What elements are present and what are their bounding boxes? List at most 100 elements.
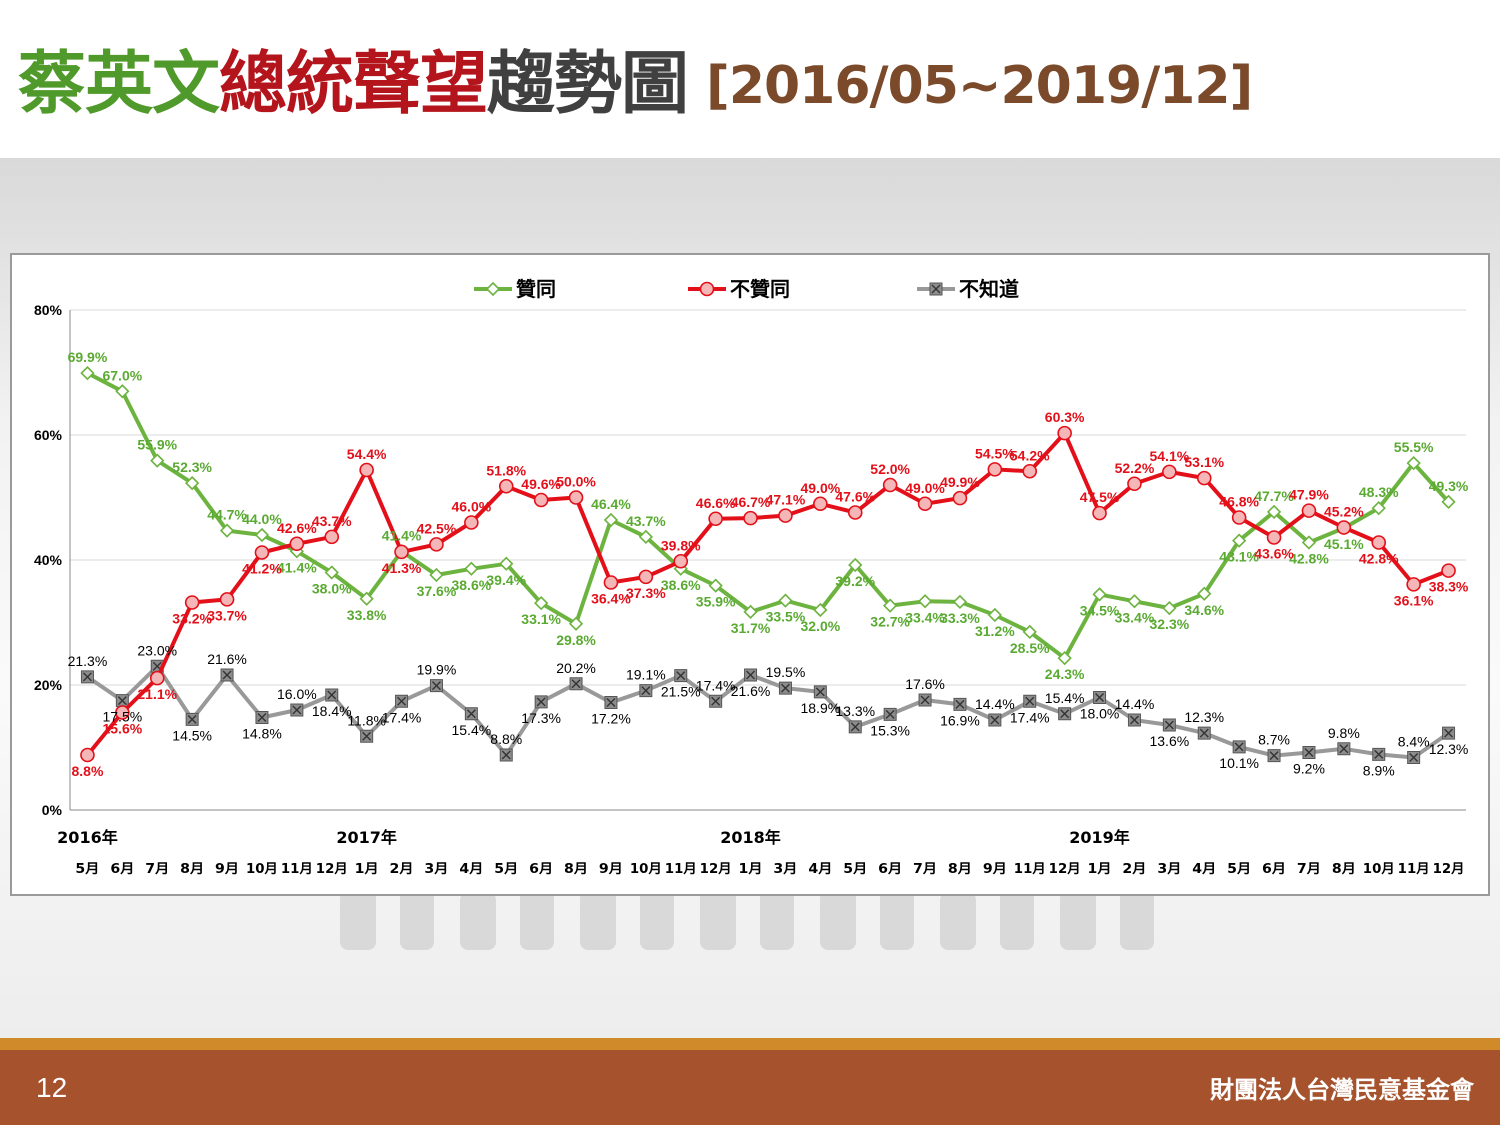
x-tick-label: 5月: [843, 862, 867, 877]
data-point-dont-know-cross: [815, 687, 825, 697]
data-label-approve: 31.2%: [975, 623, 1015, 639]
data-label-dont-know: 12.3%: [1429, 741, 1469, 757]
data-point-disapprove: [778, 508, 793, 523]
data-point-approve: [1371, 500, 1386, 516]
data-label-dont-know: 18.0%: [1080, 706, 1120, 722]
data-label-dont-know: 21.6%: [207, 651, 247, 667]
series-line-approve: [86, 371, 1450, 661]
x-tick-label: 1月: [739, 862, 763, 877]
chart-panel: 0% 20% 40% 60% 80% 5月 6月 7月 8月 9月 10月 11月 12月 1月 2月 3月 4…: [10, 253, 1490, 896]
data-point-approve: [778, 593, 793, 608]
data-label-dont-know: 17.2%: [591, 711, 631, 727]
data-label-disapprove: 49.6%: [521, 476, 561, 492]
data-point-dont-know-cross: [82, 672, 92, 682]
data-point-dont-know-cross: [1129, 715, 1139, 725]
legend-label: 不贊同: [730, 277, 790, 301]
data-point-dont-know-cross: [1234, 742, 1244, 752]
data-label-disapprove: 39.8%: [661, 537, 701, 553]
data-label-dont-know: 13.3%: [835, 703, 875, 719]
data-point-dont-know: [534, 695, 548, 709]
x-tick-label: 6月: [878, 862, 902, 877]
data-label-disapprove: 33.7%: [207, 607, 247, 623]
data-point-dont-know: [988, 713, 1002, 727]
data-point-dont-know-cross: [1164, 720, 1174, 730]
data-label-disapprove: 15.6%: [102, 721, 142, 737]
data-label-dont-know: 9.8%: [1328, 725, 1360, 741]
data-point-approve: [1197, 586, 1212, 601]
data-label-disapprove: 8.8%: [71, 763, 103, 779]
data-point-approve: [813, 602, 828, 618]
data-point-approve: [743, 604, 758, 620]
y-tick-label: 40%: [34, 552, 63, 568]
data-label-dont-know: 14.5%: [172, 727, 212, 743]
data-point-disapprove: [952, 490, 968, 506]
data-point-dont-know-cross: [1374, 749, 1384, 759]
data-point-approve: [185, 475, 200, 491]
data-label-approve: 47.7%: [1254, 488, 1294, 504]
data-label-approve: 48.3%: [1359, 484, 1399, 500]
x-tick-label: 11月: [281, 862, 313, 877]
data-point-dont-know: [1023, 694, 1037, 708]
data-label-approve: 31.7%: [731, 620, 771, 636]
data-point-approve: [534, 595, 549, 611]
x-tick-label: 1月: [1088, 862, 1112, 877]
data-point-disapprove: [219, 592, 235, 607]
data-label-dont-know: 14.4%: [975, 696, 1015, 712]
data-point-disapprove: [708, 511, 723, 527]
x-tick-label: 3月: [773, 862, 797, 877]
data-label-approve: 52.3%: [172, 459, 212, 475]
data-label-disapprove: 60.3%: [1045, 409, 1085, 425]
page-number: 12: [36, 1072, 68, 1103]
data-label-dont-know: 15.4%: [1045, 690, 1085, 706]
data-point-dont-know: [1372, 747, 1386, 761]
data-label-disapprove: 21.1%: [137, 686, 177, 702]
data-point-approve: [603, 512, 619, 528]
data-label-approve: 34.6%: [1184, 602, 1224, 618]
data-point-disapprove: [1092, 505, 1107, 521]
data-label-dont-know: 13.6%: [1149, 733, 1189, 749]
data-point-disapprove: [1406, 577, 1421, 592]
data-label-approve: 33.4%: [1115, 609, 1155, 625]
page-title: 蔡英文總統聲望趨勢圖 [2016/05~2019/12]: [18, 40, 1253, 131]
data-label-dont-know: 12.3%: [1184, 709, 1224, 725]
data-label-approve: 35.9%: [696, 594, 736, 610]
data-point-disapprove: [1196, 470, 1212, 486]
footer: 12 財團法人台灣民意基金會: [0, 1050, 1500, 1125]
data-label-disapprove: 50.0%: [556, 474, 596, 490]
data-point-dont-know: [1267, 749, 1281, 763]
year-label: 2017年: [336, 828, 397, 847]
data-label-dont-know: 21.6%: [731, 683, 771, 699]
data-label-disapprove: 41.2%: [242, 561, 282, 577]
data-point-dont-know: [1127, 713, 1141, 727]
data-point-dont-know: [185, 712, 199, 726]
data-point-dont-know-cross: [257, 713, 267, 722]
x-tick-label: 11月: [1014, 862, 1046, 877]
data-label-dont-know: 8.9%: [1363, 762, 1395, 778]
data-point-dont-know-cross: [327, 690, 337, 700]
data-point-dont-know: [604, 696, 618, 709]
data-point-disapprove: [429, 537, 444, 552]
title-name: 蔡英文: [18, 45, 220, 124]
data-point-disapprove: [115, 705, 130, 720]
data-label-dont-know: 11.8%: [347, 712, 386, 728]
data-point-dont-know: [744, 668, 758, 682]
data-label-disapprove: 42.8%: [1359, 551, 1399, 567]
data-point-dont-know: [569, 677, 583, 691]
data-point-dont-know: [115, 694, 129, 708]
data-label-approve: 33.5%: [766, 609, 806, 625]
year-label: 2019年: [1069, 828, 1130, 847]
data-point-approve: [219, 523, 235, 538]
x-tick-label: 5月: [1227, 862, 1251, 877]
data-point-approve: [1162, 600, 1177, 616]
data-point-approve: [464, 561, 479, 576]
year-label: 2018年: [720, 828, 781, 847]
data-point-disapprove: [184, 595, 200, 610]
data-point-approve: [917, 594, 933, 609]
data-point-disapprove: [1231, 510, 1247, 525]
data-label-dont-know: 19.9%: [417, 662, 457, 678]
data-label-approve: 32.3%: [1149, 616, 1189, 632]
x-tick-label: 9月: [983, 862, 1007, 877]
data-point-dont-know: [778, 681, 792, 695]
data-point-dont-know: [813, 685, 827, 699]
organization-name: 財團法人台灣民意基金會: [1210, 1076, 1474, 1104]
